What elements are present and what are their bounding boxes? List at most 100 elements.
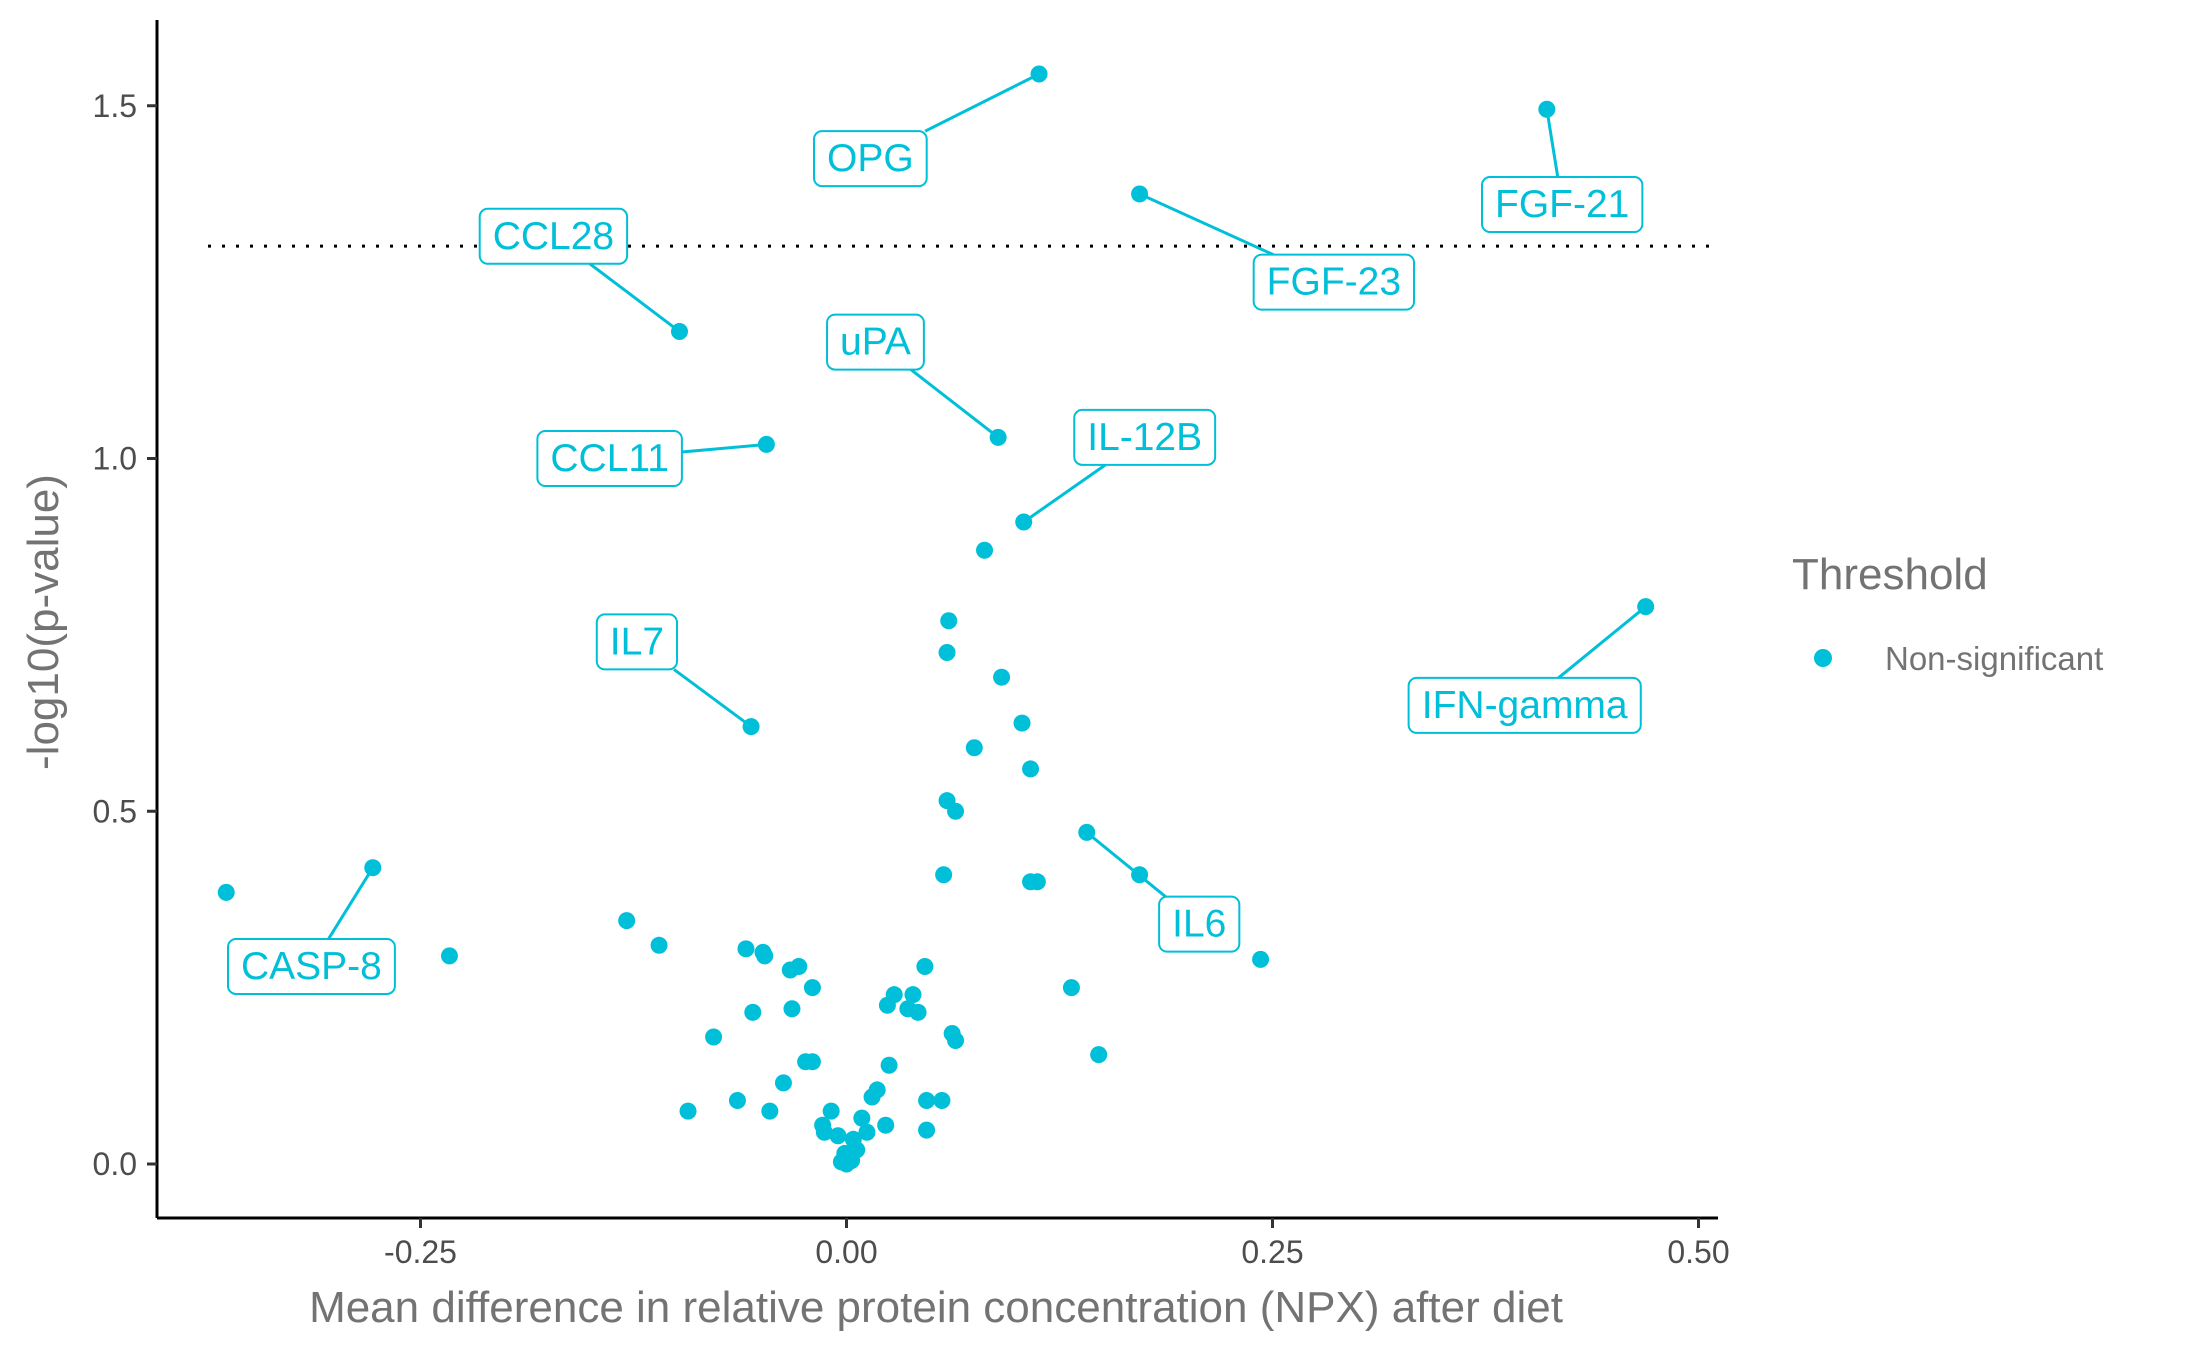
data-point-1 <box>1538 100 1556 118</box>
label-text-upa: uPA <box>840 321 911 364</box>
data-point-39 <box>878 996 896 1014</box>
data-point-50 <box>880 1056 898 1074</box>
y-tick-label-3: 1.5 <box>93 88 137 124</box>
data-point-4 <box>989 428 1007 446</box>
data-point-29 <box>756 947 774 965</box>
label-box-il-12b <box>1073 408 1217 466</box>
y-axis-title: -log10(p-value) <box>19 474 68 770</box>
label-fgf-23: FGF-23 <box>1252 253 1416 311</box>
data-point-27 <box>737 940 755 958</box>
y-tick-label-0: 0.0 <box>93 1146 137 1182</box>
data-point-34 <box>916 957 934 975</box>
data-point-6 <box>1015 513 1033 531</box>
data-point-20 <box>1131 866 1149 884</box>
x-tick-label-0: -0.25 <box>384 1234 457 1270</box>
label-text-casp-8: CASP-8 <box>241 945 382 988</box>
data-point-36 <box>1062 979 1080 997</box>
data-point-64 <box>918 1121 936 1139</box>
x-tick-label-2: 0.25 <box>1241 1234 1303 1270</box>
data-point-38 <box>904 986 922 1004</box>
data-point-63 <box>815 1123 833 1141</box>
data-point-19 <box>364 859 382 877</box>
leader-line-fgf-21 <box>1545 109 1560 178</box>
leader-line-il7 <box>673 668 752 728</box>
data-point-18 <box>1078 823 1096 841</box>
label-text-opg: OPG <box>827 137 914 180</box>
data-point-42 <box>744 1003 762 1021</box>
label-box-casp-8 <box>226 937 396 995</box>
label-box-il6 <box>1158 895 1241 953</box>
label-box-ccl28 <box>478 207 629 265</box>
label-ifn-gamma: IFN-gamma <box>1407 676 1642 734</box>
data-point-3 <box>671 323 689 341</box>
data-point-21 <box>935 866 953 884</box>
legend-label-non-significant: Non-significant <box>1885 640 2103 677</box>
label-opg: OPG <box>813 130 928 188</box>
data-point-46 <box>947 1032 965 1050</box>
label-ccl28: CCL28 <box>478 207 629 265</box>
data-point-51 <box>774 1074 792 1092</box>
label-box-upa <box>826 313 925 371</box>
data-point-66 <box>829 1127 847 1145</box>
legend-title: Threshold <box>1792 550 1988 599</box>
data-point-58 <box>761 1102 779 1120</box>
leader-line-upa <box>909 368 1000 439</box>
data-point-43 <box>783 1000 801 1018</box>
data-point-30 <box>440 947 458 965</box>
leader-line-fgf-23 <box>1138 192 1274 256</box>
data-point-45 <box>705 1028 723 1046</box>
label-box-il7 <box>595 613 679 671</box>
label-text-ifn-gamma: IFN-gamma <box>1422 684 1628 727</box>
data-point-9 <box>940 612 958 630</box>
label-box-ccl11 <box>536 430 683 487</box>
label-box-fgf-23 <box>1252 253 1416 311</box>
leader-line-opg <box>924 72 1040 133</box>
leader-line-ccl11 <box>681 442 767 454</box>
leader-line-ccl28 <box>588 262 681 333</box>
label-text-ccl28: CCL28 <box>493 215 614 258</box>
leader-line-casp-8 <box>327 866 375 940</box>
label-text-fgf-21: FGF-21 <box>1495 183 1629 226</box>
data-point-12 <box>1013 714 1031 732</box>
data-point-11 <box>993 668 1011 686</box>
x-axis-title: Mean difference in relative protein conc… <box>309 1283 1563 1332</box>
label-box-ifn-gamma <box>1407 676 1642 734</box>
data-point-0 <box>1030 65 1048 83</box>
label-fgf-21: FGF-21 <box>1481 176 1644 234</box>
data-point-62 <box>877 1116 895 1134</box>
label-il-12b: IL-12B <box>1073 408 1217 466</box>
label-upa: uPA <box>826 313 925 371</box>
data-point-7 <box>976 541 994 559</box>
label-text-il-12b: IL-12B <box>1087 416 1202 459</box>
data-point-73 <box>838 1155 855 1173</box>
data-point-41 <box>909 1003 927 1021</box>
label-il6: IL6 <box>1158 895 1241 953</box>
data-point-59 <box>822 1102 840 1120</box>
label-text-ccl11: CCL11 <box>550 437 669 480</box>
data-point-2 <box>1131 185 1149 203</box>
label-casp-8: CASP-8 <box>226 937 396 995</box>
data-point-35 <box>803 979 821 997</box>
data-point-24 <box>217 883 235 901</box>
data-point-31 <box>1252 950 1270 968</box>
label-box-opg <box>813 130 928 188</box>
data-point-56 <box>728 1092 746 1110</box>
label-text-il7: IL7 <box>610 620 664 663</box>
data-point-57 <box>679 1102 697 1120</box>
data-point-26 <box>650 936 668 954</box>
data-point-49 <box>803 1053 821 1071</box>
data-point-60 <box>853 1109 871 1127</box>
data-point-65 <box>858 1123 876 1141</box>
x-tick-label-3: 0.50 <box>1667 1234 1729 1270</box>
leader-line-il6 <box>1085 831 1167 898</box>
data-point-33 <box>790 957 808 975</box>
data-point-17 <box>947 802 965 820</box>
x-tick-label-1: 0.00 <box>815 1234 877 1270</box>
data-point-13 <box>742 718 760 736</box>
data-point-54 <box>918 1092 936 1110</box>
y-tick-label-1: 0.5 <box>93 793 137 829</box>
data-point-14 <box>965 739 983 757</box>
data-point-55 <box>933 1092 951 1110</box>
